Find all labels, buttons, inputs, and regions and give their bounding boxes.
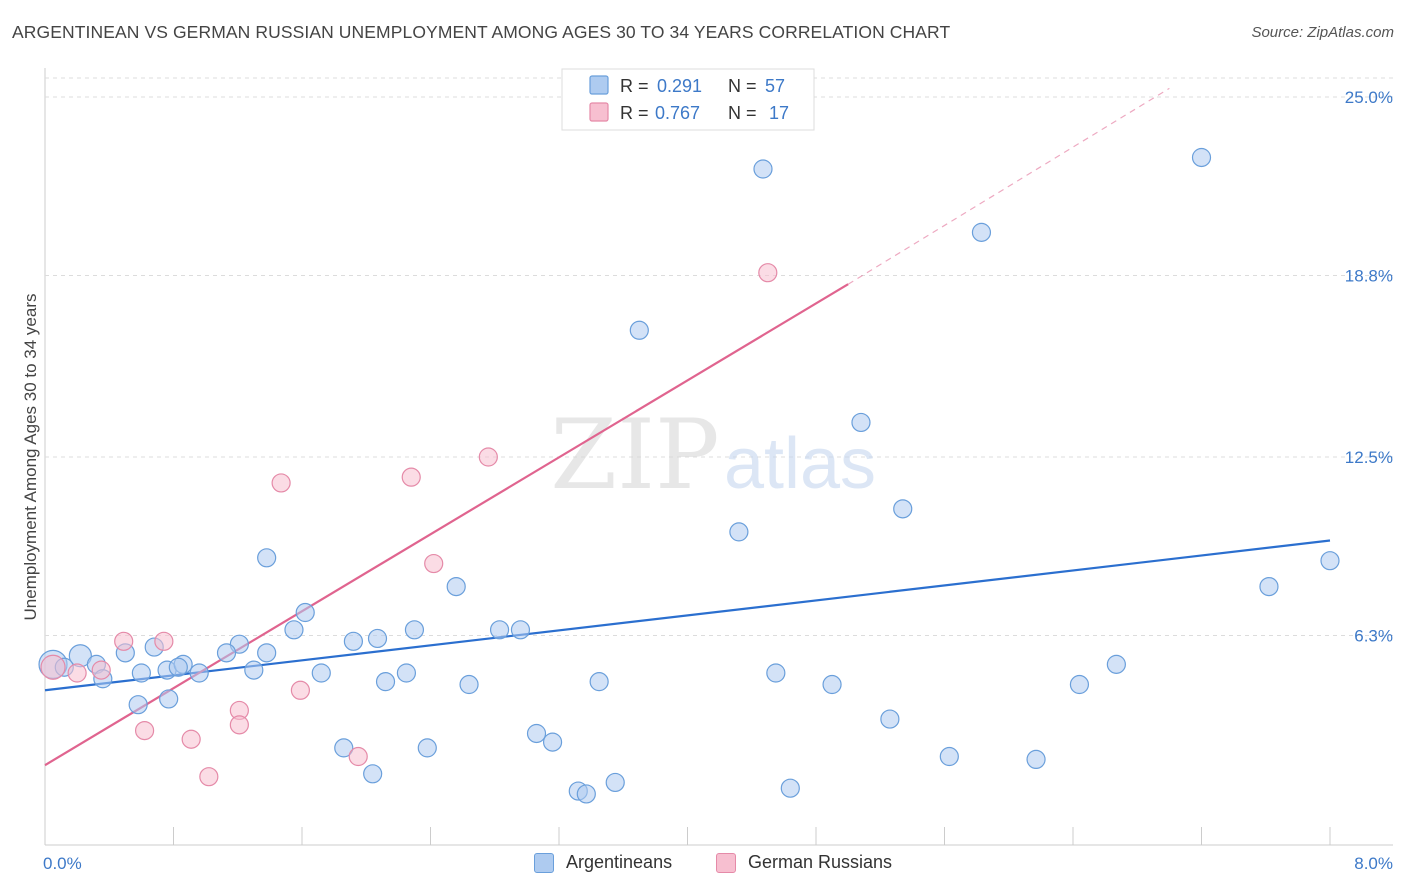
point-argentineans	[893, 499, 913, 519]
point-argentineans	[417, 738, 437, 758]
point-argentineans	[822, 674, 842, 695]
point-argentineans	[396, 663, 417, 683]
point-argentineans	[1106, 654, 1126, 674]
point-argentineans	[244, 660, 264, 680]
point-argentineans	[159, 689, 179, 709]
y-tick-label: 25.0%	[1345, 88, 1393, 107]
point-german-russians	[114, 631, 134, 651]
point-argentineans	[939, 746, 959, 767]
point-argentineans	[375, 672, 396, 692]
watermark-zip: ZIP	[550, 399, 719, 511]
point-german-russians	[348, 746, 368, 767]
point-german-russians	[478, 447, 498, 467]
point-german-russians	[199, 767, 219, 787]
watermark-atlas: atlas	[724, 424, 876, 504]
legend-swatch-blue	[589, 75, 609, 95]
point-german-russians	[401, 467, 421, 487]
point-german-russians	[758, 263, 778, 283]
legend-bottom: Argentineans German Russians	[0, 852, 1406, 878]
point-argentineans	[489, 620, 510, 640]
point-german-russians	[229, 715, 249, 735]
x-axis-ticks	[44, 827, 1331, 845]
y-tick-label: 12.5%	[1345, 448, 1393, 467]
point-argentineans	[311, 663, 331, 683]
point-argentineans	[257, 643, 277, 663]
y-tick-label: 6.3%	[1354, 627, 1393, 646]
point-argentineans	[880, 709, 900, 729]
legend-label-german-russians: German Russians	[748, 852, 893, 872]
point-argentineans	[295, 602, 315, 623]
point-argentineans	[510, 620, 531, 640]
y-tick-labels: 6.3% 12.5% 18.8% 25.0%	[1345, 88, 1393, 646]
trend-line-german-russians	[44, 283, 849, 767]
legend-item-argentineans[interactable]: Argentineans	[534, 852, 672, 873]
point-argentineans	[343, 631, 363, 651]
point-argentineans	[404, 620, 425, 640]
point-argentineans	[1320, 551, 1340, 571]
point-argentineans	[367, 628, 388, 649]
trend-line-german-russians-extension	[847, 87, 1170, 285]
point-argentineans	[131, 663, 151, 683]
legend-r-label: R =	[620, 76, 654, 96]
legend-swatch-argentineans	[534, 852, 554, 873]
point-argentineans	[780, 778, 800, 798]
point-german-russians	[154, 631, 174, 651]
point-german-russians	[91, 660, 111, 680]
legend-r-value: 0.291	[657, 76, 702, 96]
legend-n-label: N =	[728, 103, 762, 123]
point-argentineans	[446, 576, 466, 597]
legend-top: R = 0.291 N = 57 R = 0.767 N = 17	[561, 68, 815, 131]
point-argentineans	[128, 695, 148, 715]
x-tick-label-max: 8.0%	[1354, 854, 1393, 873]
legend-swatch-german-russians	[716, 852, 736, 873]
point-argentineans	[1026, 749, 1046, 770]
legend-label-argentineans: Argentineans	[566, 852, 673, 872]
point-argentineans	[334, 738, 354, 758]
point-argentineans	[1259, 576, 1279, 597]
point-argentineans	[284, 620, 304, 640]
point-german-russians	[67, 663, 87, 683]
source-label: Source: ZipAtlas.com	[1251, 24, 1394, 41]
data-points	[38, 147, 1340, 804]
point-argentineans	[971, 222, 992, 242]
legend-n-value: 17	[769, 103, 789, 123]
point-german-russians	[290, 680, 310, 700]
point-argentineans	[216, 643, 237, 663]
legend-r-label: R =	[620, 103, 654, 123]
point-german-russians	[134, 720, 155, 741]
watermark: ZIP atlas	[550, 399, 876, 511]
point-german-russians	[40, 654, 66, 680]
chart-title: ARGENTINEAN VS GERMAN RUSSIAN UNEMPLOYME…	[12, 22, 951, 42]
point-argentineans	[605, 772, 625, 793]
legend-n-label: N =	[728, 76, 762, 96]
point-argentineans	[459, 674, 479, 695]
x-tick-label-min: 0.0%	[43, 854, 82, 873]
point-argentineans	[629, 320, 649, 340]
legend-swatch-pink	[589, 102, 609, 122]
point-argentineans	[766, 663, 786, 683]
legend-n-value: 57	[765, 76, 785, 96]
legend-item-german-russians[interactable]: German Russians	[716, 852, 892, 873]
point-argentineans	[1069, 674, 1090, 695]
trend-line-argentineans	[44, 539, 1331, 692]
legend-r-value: 0.767	[655, 103, 700, 123]
point-argentineans	[851, 412, 871, 433]
point-argentineans	[189, 663, 209, 683]
point-german-russians	[271, 473, 291, 493]
point-german-russians	[424, 553, 444, 574]
point-argentineans	[576, 784, 596, 804]
point-argentineans	[363, 764, 383, 784]
point-argentineans	[168, 657, 188, 677]
point-argentineans	[589, 672, 609, 692]
point-argentineans	[729, 522, 749, 542]
point-argentineans	[1191, 147, 1212, 168]
point-argentineans	[257, 548, 277, 568]
y-axis-label: Unemployment Among Ages 30 to 34 years	[21, 294, 40, 621]
y-tick-label: 18.8%	[1345, 267, 1393, 286]
point-argentineans	[753, 159, 773, 179]
point-argentineans	[526, 723, 547, 744]
point-argentineans	[542, 732, 563, 752]
point-german-russians	[181, 729, 201, 749]
